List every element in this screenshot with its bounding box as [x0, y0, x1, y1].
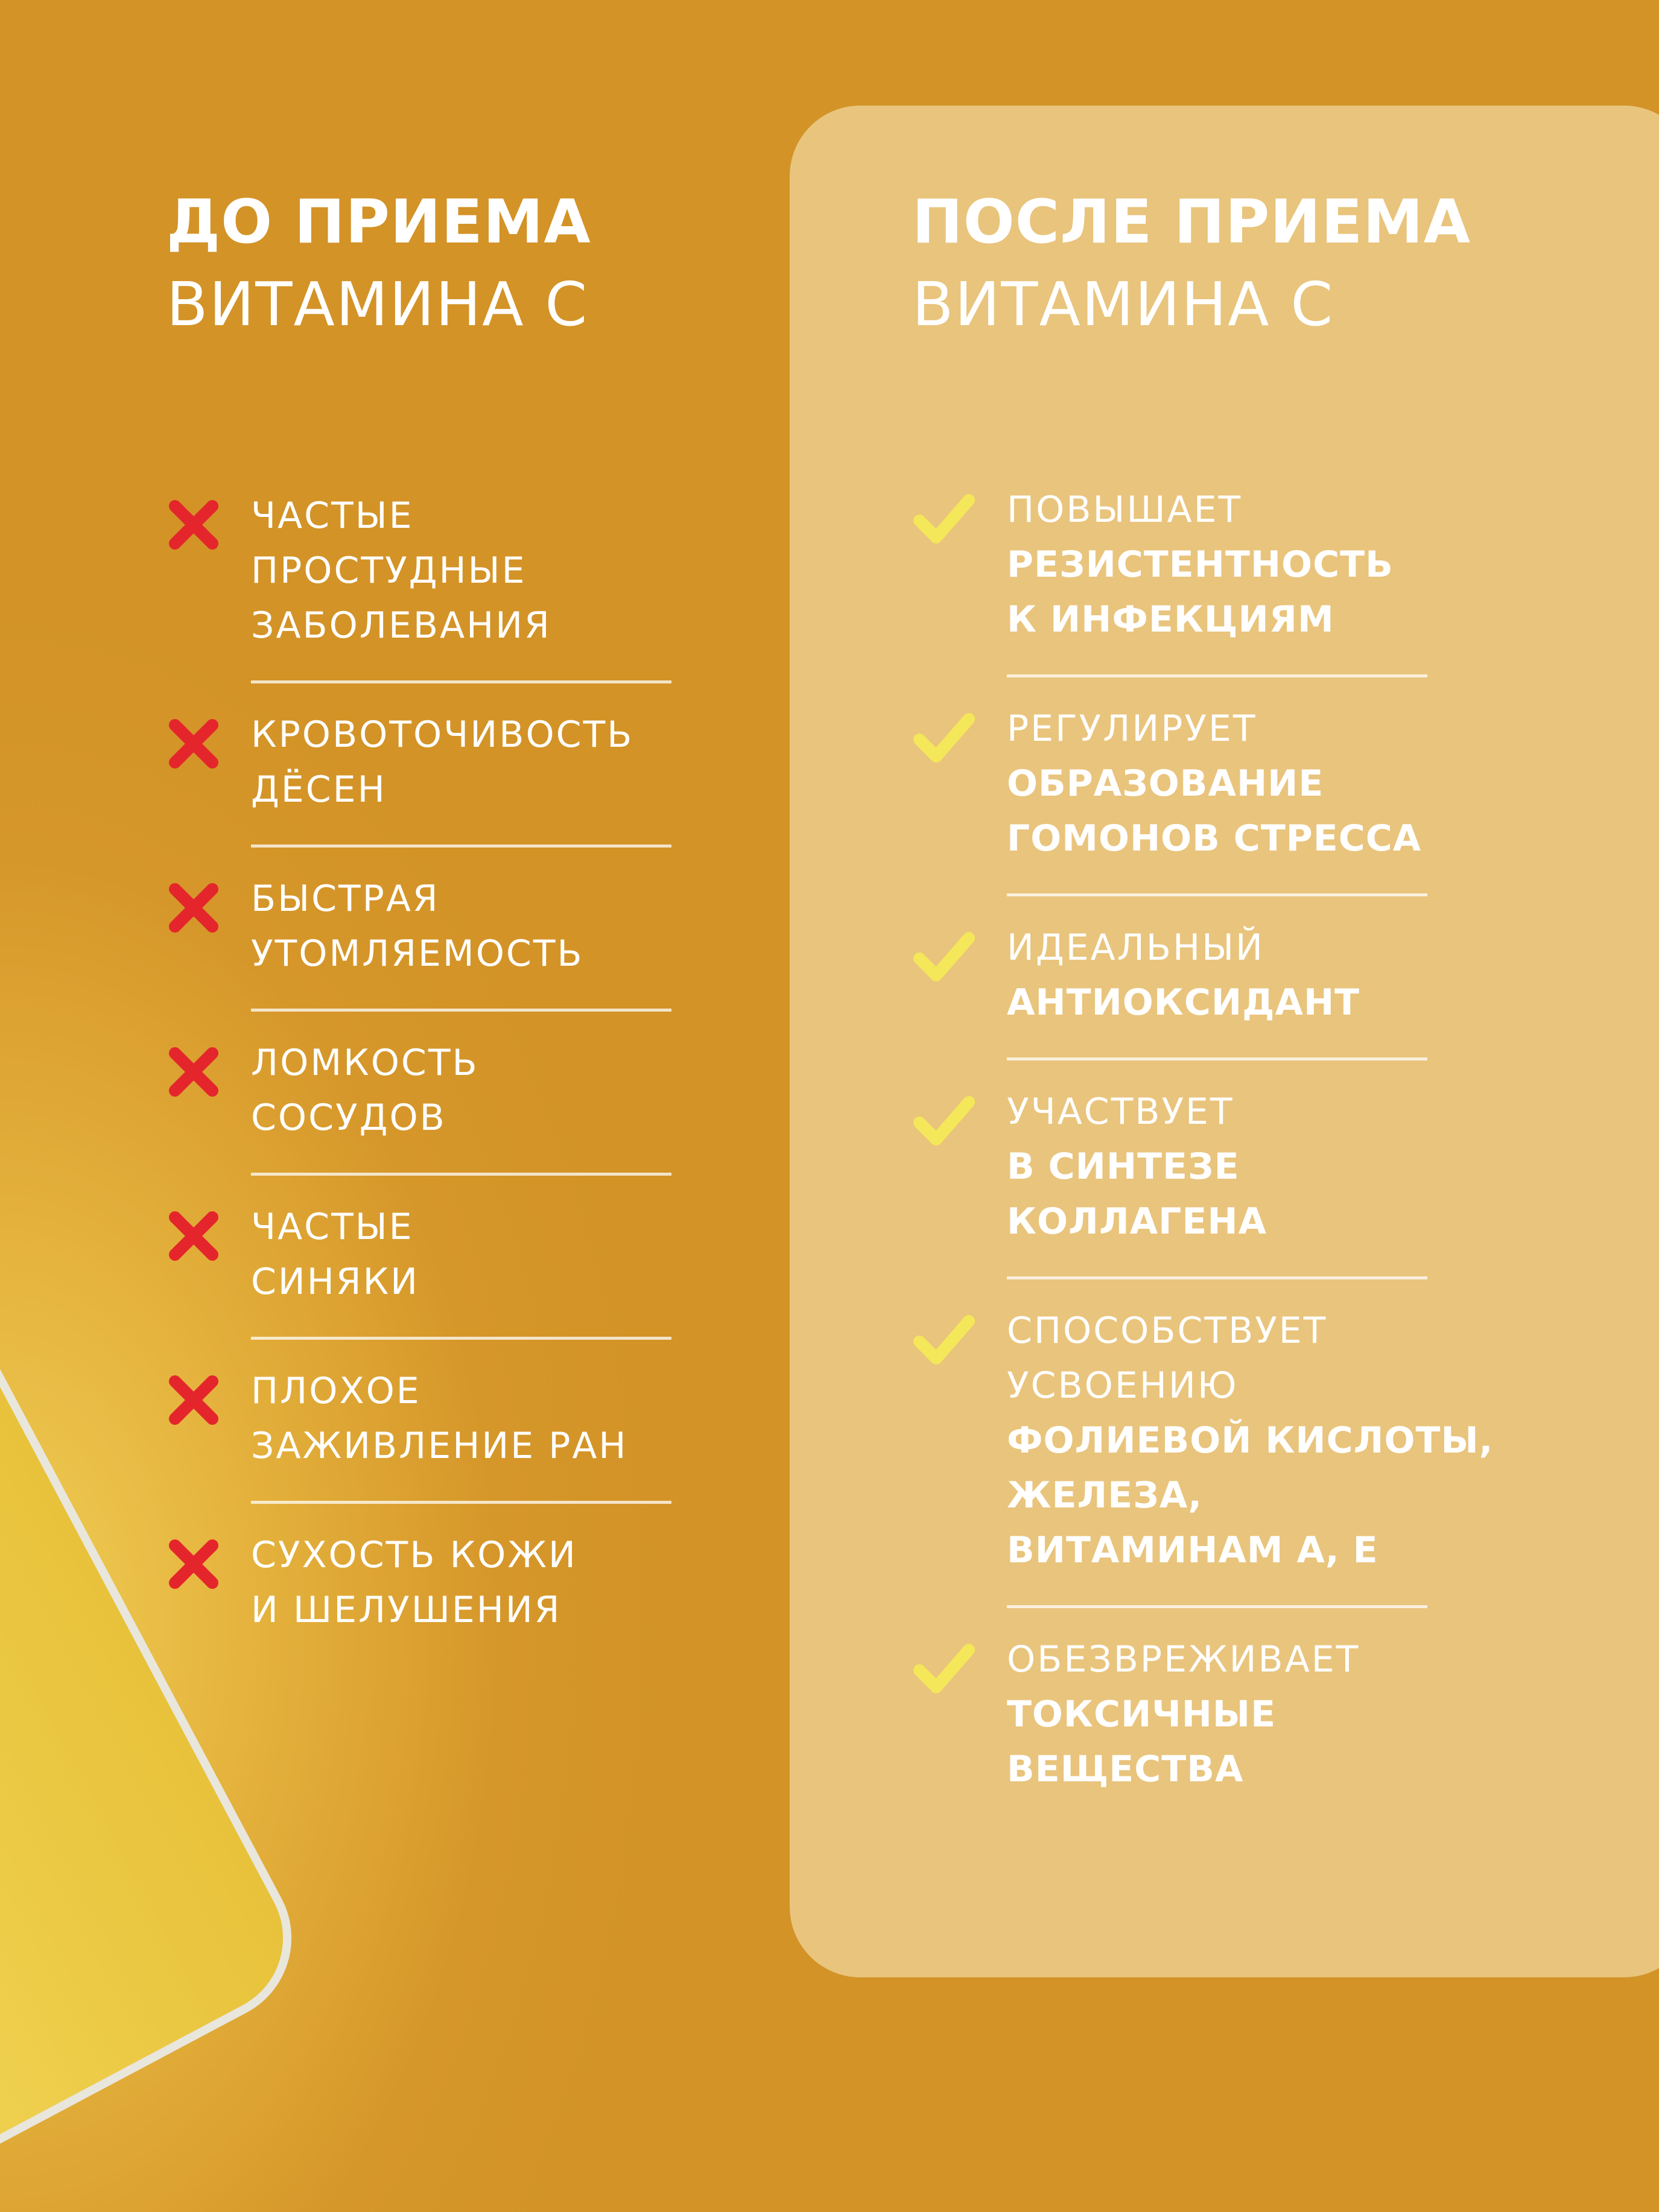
cross-icon: [169, 1375, 218, 1425]
item-text: УСВОЕНИЮ: [1007, 1364, 1239, 1407]
item-text-bold: ВИТАМИНАМ А, Е: [1007, 1529, 1378, 1571]
before-column: ДО ПРИЕМА ВИТАМИНА С ЧАСТЫЕ ПРОСТУДНЫЕ ЗАБ…: [167, 181, 671, 1665]
item-text: УТОМЛЯЕМОСТЬ: [251, 933, 584, 975]
symptom-item: ПЛОХОЕ ЗАЖИВЛЕНИЕ РАН: [167, 1337, 671, 1501]
benefit-item: СПОСОБСТВУЕТ УСВОЕНИЮ ФОЛИЕВОЙ КИСЛОТЫ, ЖЕЛ…: [912, 1276, 1494, 1605]
column-subtitle: ВИТАМИНА С: [912, 269, 1334, 340]
icon: [167, 881, 221, 937]
item-text: РЕГУЛИРУЕТ: [1007, 708, 1257, 750]
cross-icon: [169, 883, 218, 933]
icon: [167, 1537, 221, 1594]
cross-icon: [169, 1211, 218, 1261]
item-text-bold: АНТИОКСИДАНТ: [1007, 981, 1360, 1024]
item-text: ДЁСЕН: [251, 768, 387, 811]
check-icon: [913, 1096, 975, 1146]
symptom-item: СУХОСТЬ КОЖИ И ШЕЛУШЕНИЯ: [167, 1501, 671, 1665]
item-text: ЧАСТЫЕ: [251, 1206, 414, 1248]
item-text: ЗАБОЛЕВАНИЯ: [251, 604, 551, 647]
after-column: ПОСЛЕ ПРИЕМА ВИТАМИНА С ПОВЫШАЕТ РЕЗИСТЕН…: [912, 181, 1494, 1824]
check-icon: [913, 1315, 975, 1364]
check-icon: [913, 932, 975, 981]
item-text-bold: ТОКСИЧНЫЕ: [1007, 1693, 1277, 1735]
item-text: ПОВЫШАЕТ: [1007, 489, 1243, 531]
column-subtitle: ВИТАМИНА С: [167, 269, 589, 340]
benefit-list: ПОВЫШАЕТ РЕЗИСТЕНТНОСТЬ К ИНФЕКЦИЯМ РЕГУЛИР…: [912, 455, 1494, 1824]
item-text: КРОВОТОЧИВОСТЬ: [251, 714, 634, 756]
benefit-item: ПОВЫШАЕТ РЕЗИСТЕНТНОСТЬ К ИНФЕКЦИЯМ: [912, 455, 1427, 674]
item-text-bold: ГОМОНОВ СТРЕССА: [1007, 817, 1422, 860]
item-text-bold: К ИНФЕКЦИЯМ: [1007, 598, 1334, 641]
item-text: БЫСТРАЯ: [251, 878, 440, 920]
column-title: ПОСЛЕ ПРИЕМА: [912, 186, 1471, 257]
item-text: СПОСОБСТВУЕТ: [1007, 1310, 1328, 1352]
check-icon: [913, 713, 975, 762]
after-panel: [790, 106, 1659, 1977]
symptom-item: КРОВОТОЧИВОСТЬ ДЁСЕН: [167, 680, 671, 845]
item-text: И ШЕЛУШЕНИЯ: [251, 1589, 562, 1631]
item-text: СУХОСТЬ КОЖИ: [251, 1534, 577, 1576]
item-text: ЛОМКОСТЬ: [251, 1042, 479, 1084]
item-text: ИДЕАЛЬНЫЙ: [1007, 927, 1264, 969]
check-icon: [913, 1644, 975, 1693]
symptom-item: БЫСТРАЯ УТОМЛЯЕМОСТЬ: [167, 845, 671, 1009]
item-text: ЧАСТЫЕ: [251, 495, 414, 537]
icon: [167, 1373, 221, 1430]
column-title: ДО ПРИЕМА: [167, 186, 591, 257]
icon: [912, 1641, 976, 1698]
item-text: СИНЯКИ: [251, 1261, 420, 1303]
symptom-list: ЧАСТЫЕ ПРОСТУДНЫЕ ЗАБОЛЕВАНИЯ КРОВОТОЧИВОСТ…: [167, 461, 671, 1665]
symptom-item: ЧАСТЫЕ СИНЯКИ: [167, 1173, 671, 1337]
item-text: ОБЕЗВРЕЖИВАЕТ: [1007, 1638, 1360, 1681]
cross-icon: [169, 719, 218, 768]
item-text-bold: ЖЕЛЕЗА,: [1007, 1474, 1203, 1516]
icon: [912, 1313, 976, 1369]
icon: [167, 717, 221, 773]
icon: [912, 711, 976, 767]
item-text-bold: ОБРАЗОВАНИЕ: [1007, 762, 1324, 805]
benefit-item: УЧАСТВУЕТ В СИНТЕЗЕ КОЛЛАГЕНА: [912, 1057, 1427, 1276]
cross-icon: [169, 500, 218, 550]
cross-icon: [169, 1047, 218, 1097]
icon: [912, 492, 976, 548]
benefit-item: ИДЕАЛЬНЫЙ АНТИОКСИДАНТ: [912, 893, 1427, 1057]
item-text: ПРОСТУДНЫЕ: [251, 550, 527, 592]
item-text-bold: ВЕЩЕСТВА: [1007, 1748, 1244, 1790]
item-text: ЗАЖИВЛЕНИЕ РАН: [251, 1425, 628, 1467]
icon: [167, 498, 221, 554]
benefit-item: ОБЕЗВРЕЖИВАЕТ ТОКСИЧНЫЕ ВЕЩЕСТВА: [912, 1605, 1427, 1824]
icon: [167, 1045, 221, 1101]
item-text: СОСУДОВ: [251, 1097, 446, 1139]
item-text: ПЛОХОЕ: [251, 1370, 421, 1412]
item-text: УЧАСТВУЕТ: [1007, 1091, 1234, 1133]
icon: [167, 1209, 221, 1266]
icon: [912, 1094, 976, 1150]
check-icon: [913, 494, 975, 543]
item-text-bold: В СИНТЕЗЕ: [1007, 1146, 1240, 1188]
icon: [912, 930, 976, 986]
item-text-bold: КОЛЛАГЕНА: [1007, 1200, 1267, 1243]
item-text-bold: ФОЛИЕВОЙ КИСЛОТЫ,: [1007, 1419, 1494, 1462]
symptom-item: ЧАСТЫЕ ПРОСТУДНЫЕ ЗАБОЛЕВАНИЯ: [167, 461, 671, 680]
item-text-bold: РЕЗИСТЕНТНОСТЬ: [1007, 543, 1394, 586]
benefit-item: РЕГУЛИРУЕТ ОБРАЗОВАНИЕ ГОМОНОВ СТРЕССА: [912, 674, 1427, 893]
symptom-item: ЛОМКОСТЬ СОСУДОВ: [167, 1009, 671, 1173]
cross-icon: [169, 1539, 218, 1589]
